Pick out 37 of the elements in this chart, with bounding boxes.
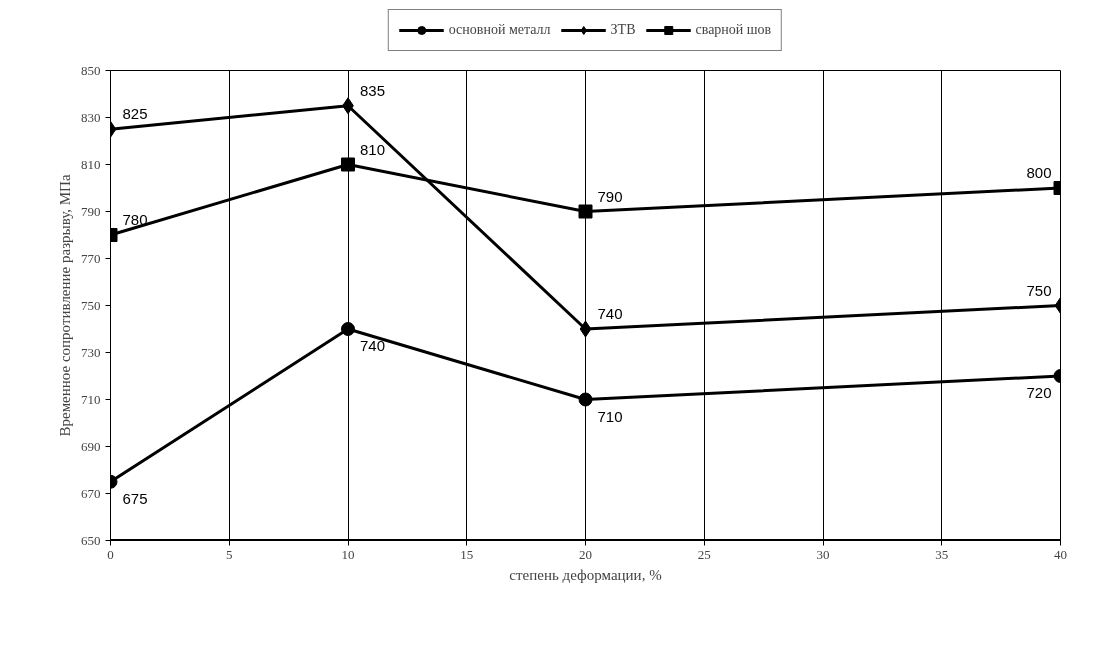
x-tick-label: 35 [935,546,949,562]
data-label: 675 [122,489,148,507]
y-axis-title: Временное сопротивление разрыву, МПа [57,174,73,437]
y-tick-label: 670 [81,485,101,501]
y-tick-label: 710 [81,391,101,407]
data-label: 720 [1026,384,1052,401]
y-tick-label: 810 [81,156,101,172]
x-tick-label: 25 [697,546,711,562]
legend-label: ЗТВ [610,22,636,38]
y-tick-label: 790 [81,203,101,219]
data-label: 710 [597,407,623,425]
data-label: 835 [360,81,386,99]
data-label: 810 [360,140,386,158]
x-tick-label: 15 [460,546,474,562]
y-tick-label: 690 [81,438,101,454]
data-label: 780 [122,211,148,228]
y-tick-label: 730 [81,344,101,360]
y-tick-label: 770 [81,250,101,266]
x-tick-label: 10 [341,546,355,562]
y-tick-label: 830 [81,109,101,125]
x-tick-label: 0 [107,546,114,562]
x-tick-label: 20 [579,546,592,562]
y-tick-label: 650 [81,532,101,548]
data-label: 740 [597,305,623,322]
x-tick-label: 5 [226,546,233,562]
legend-label: основной металл [448,22,551,38]
data-label: 740 [360,337,386,354]
x-tick-label: 40 [1054,546,1067,562]
data-label: 790 [597,187,623,205]
y-tick-label: 750 [81,297,101,313]
y-tick-label: 850 [81,62,101,78]
data-label: 800 [1026,164,1052,181]
data-label: 825 [122,105,148,123]
x-axis-title: степень деформации, % [509,566,662,583]
x-tick-label: 30 [816,546,830,562]
legend-label: сварной шов [695,22,772,38]
data-label: 750 [1026,281,1052,299]
